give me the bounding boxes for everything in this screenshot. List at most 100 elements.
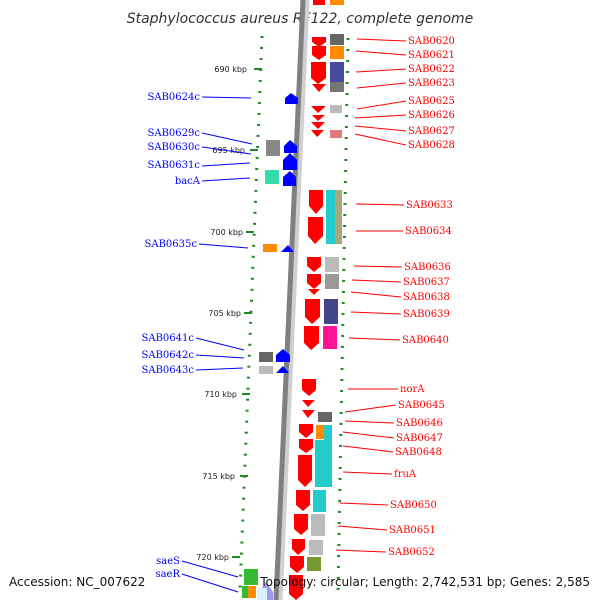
gene-label-saeS[interactable]: saeS	[156, 556, 180, 567]
leader-line	[181, 560, 239, 578]
gene-label-SAB0633[interactable]: SAB0633	[406, 200, 453, 211]
cog-block	[325, 274, 339, 289]
gene-label-SAB0620[interactable]: SAB0620	[408, 36, 455, 47]
gene-arrow-reverse	[283, 171, 296, 186]
leader-line	[350, 311, 402, 315]
cog-block	[324, 425, 332, 487]
gene-arrow-reverse	[284, 140, 297, 153]
gene-label-SAB0629c[interactable]: SAB0629c	[148, 128, 201, 139]
cog-block	[330, 62, 344, 82]
tick-label: 710 kbp	[204, 390, 237, 399]
cog-block	[259, 352, 273, 362]
gene-label-SAB0621[interactable]: SAB0621	[408, 50, 455, 61]
gene-label-SAB0622[interactable]: SAB0622	[408, 64, 455, 75]
gene-label-SAB0637[interactable]: SAB0637	[403, 277, 450, 288]
gene-label-SAB0628[interactable]: SAB0628	[408, 140, 455, 151]
backbone-line	[273, 0, 306, 600]
gene-arrow-forward	[298, 455, 312, 487]
gene-label-SAB0640[interactable]: SAB0640	[402, 335, 449, 346]
leader-line	[355, 203, 405, 206]
leader-line	[342, 445, 394, 453]
leader-line	[342, 471, 393, 475]
gene-label-SAB0638[interactable]: SAB0638	[403, 292, 450, 303]
gene-arrow-forward	[311, 122, 325, 129]
gene-label-SAB0646[interactable]: SAB0646	[396, 418, 443, 429]
leader-line	[198, 243, 249, 249]
gene-arrow-reverse	[285, 93, 298, 104]
gene-label-SAB0630c[interactable]: SAB0630c	[148, 142, 201, 153]
leader-line	[355, 50, 407, 56]
tick-label: 700 kbp	[210, 228, 243, 237]
gene-arrow-forward	[290, 556, 304, 573]
gene-arrow-forward	[305, 299, 320, 324]
cog-block	[330, 105, 342, 113]
gene-arrow-forward	[302, 379, 316, 396]
gene-arrow-forward	[289, 575, 303, 600]
leader-line	[201, 162, 251, 167]
gene-arrow-forward	[296, 490, 310, 511]
reverse-leader-lines	[181, 96, 253, 593]
leader-line	[351, 279, 402, 283]
gene-label-SAB0648[interactable]: SAB0648	[395, 447, 442, 458]
cog-block	[315, 440, 324, 487]
cog-block	[330, 0, 344, 5]
gene-label-SAB0642c[interactable]: SAB0642c	[142, 350, 195, 361]
cog-block	[259, 366, 273, 374]
gene-label-SAB0623[interactable]: SAB0623	[408, 78, 455, 89]
gene-label-bacA[interactable]: bacA	[175, 176, 201, 187]
reverse-cog-blocks	[242, 140, 280, 598]
accession-text: Accession: NC_007622	[9, 575, 145, 589]
gene-label-SAB0650[interactable]: SAB0650	[390, 500, 437, 511]
gene-arrow-reverse	[276, 349, 290, 362]
gene-label-SAB0643c[interactable]: SAB0643c	[142, 365, 195, 376]
cog-block	[330, 46, 344, 59]
gene-label-SAB0652[interactable]: SAB0652	[388, 547, 435, 558]
gene-label-SAB0631c[interactable]: SAB0631c	[148, 160, 201, 171]
gene-arrow-reverse	[257, 588, 267, 600]
tick-label: 705 kbp	[208, 309, 241, 318]
gene-label-SAB0627[interactable]: SAB0627	[408, 126, 455, 137]
leader-line	[201, 146, 252, 155]
gene-arrow-forward	[312, 84, 326, 92]
gene-label-SAB0645[interactable]: SAB0645	[398, 400, 445, 411]
cog-block	[265, 170, 279, 184]
cog-block	[325, 257, 339, 272]
gene-label-SAB0626[interactable]: SAB0626	[408, 110, 455, 121]
gene-label-SAB0636[interactable]: SAB0636	[404, 262, 451, 273]
leader-line	[356, 38, 407, 42]
gene-label-SAB0641c[interactable]: SAB0641c	[142, 333, 195, 344]
leader-line	[335, 549, 387, 553]
leader-line	[337, 525, 388, 531]
cog-block	[330, 34, 344, 45]
leader-line	[201, 177, 251, 182]
gene-arrow-forward	[308, 217, 323, 244]
leader-line	[354, 114, 407, 119]
gene-label-SAB0635c[interactable]: SAB0635c	[145, 239, 198, 250]
forward-leader-lines	[335, 38, 407, 553]
gene-arrow-forward	[294, 514, 308, 535]
gene-label-SAB0651[interactable]: SAB0651	[389, 525, 436, 536]
gene-label-SAB0639[interactable]: SAB0639	[403, 309, 450, 320]
outer-guide-line	[238, 35, 264, 591]
leader-line	[195, 354, 245, 359]
gene-label-fruA[interactable]: fruA	[394, 469, 417, 480]
guide-lines	[238, 35, 350, 591]
gene-label-saeR[interactable]: saeR	[155, 569, 180, 580]
leader-line	[354, 133, 407, 146]
gene-label-SAB0625[interactable]: SAB0625	[408, 96, 455, 107]
gene-label-SAB0634[interactable]: SAB0634	[405, 226, 452, 237]
leader-line	[356, 82, 407, 89]
gene-arrow-forward	[311, 130, 324, 137]
leader-line	[355, 68, 407, 73]
gene-label-SAB0624c[interactable]: SAB0624c	[148, 92, 201, 103]
gene-label-SAB0647[interactable]: SAB0647	[396, 433, 443, 444]
gene-arrow-forward	[307, 274, 321, 289]
gene-arrow-forward	[299, 439, 313, 453]
gene-label-norA[interactable]: norA	[400, 384, 425, 395]
gene-arrow-forward	[312, 46, 326, 60]
leader-line	[181, 573, 239, 593]
gene-arrow-reverse	[281, 245, 294, 252]
leader-line	[356, 100, 407, 110]
